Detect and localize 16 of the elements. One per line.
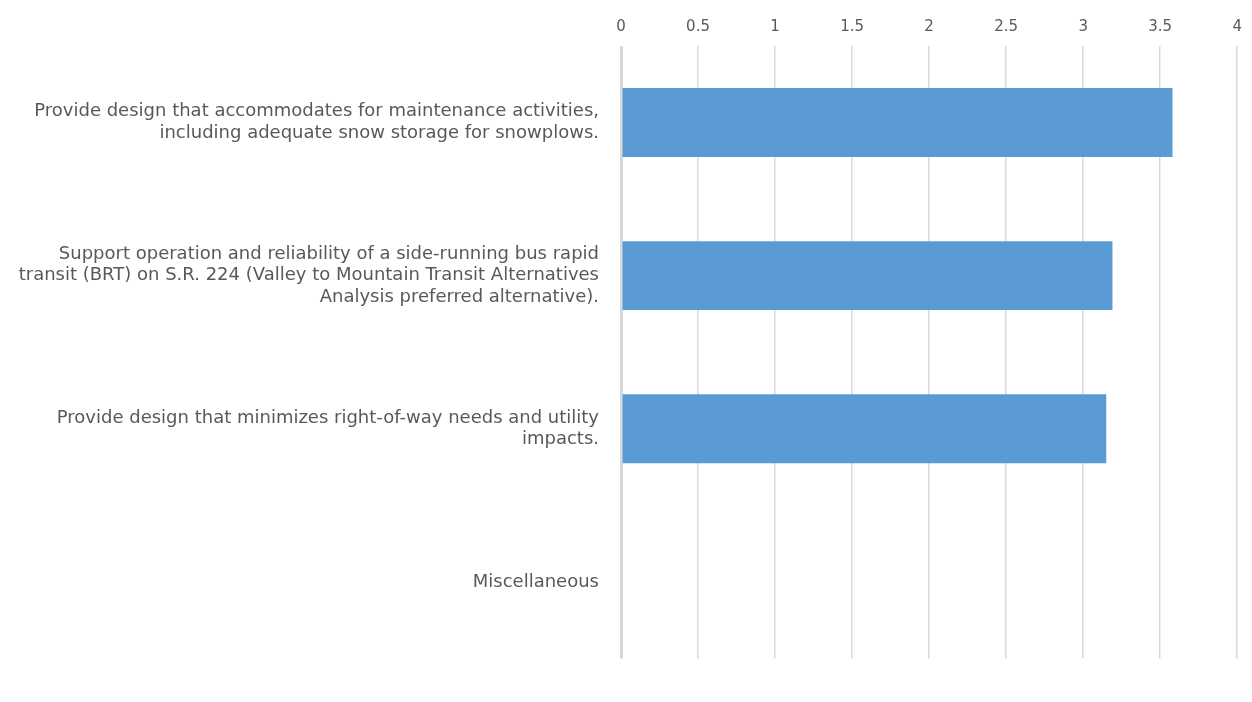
x-tick-label: 3 [1078,16,1088,35]
x-tick-label: 2.5 [994,16,1019,35]
y-tick-label: Provide design that minimizes right-of-way needs and utility impacts. [56,405,600,449]
bar [622,241,1113,311]
x-tick-label: 2 [924,16,934,35]
bar [622,394,1107,464]
x-tick-label: 0 [616,16,626,35]
x-tick-label: 3.5 [1148,16,1173,35]
bar [622,88,1173,157]
x-tick-label: 0.5 [686,16,710,35]
x-tick-label: 1.5 [840,16,865,35]
x-tick-label: 4 [1232,16,1242,35]
y-tick-label: Provide design that accommodates for maintenance activities, including adequate snow storage for snowplows. [34,99,599,143]
y-tick-label: Miscellaneous [472,569,599,591]
y-tick-label: Support operation and reliability of a side-running bus rapid transit (BRT) on S.R. 224 (Valley to Mountain Transit Alternatives Analysis preferred alternative). [18,241,599,306]
x-tick-label: 1 [770,16,780,35]
